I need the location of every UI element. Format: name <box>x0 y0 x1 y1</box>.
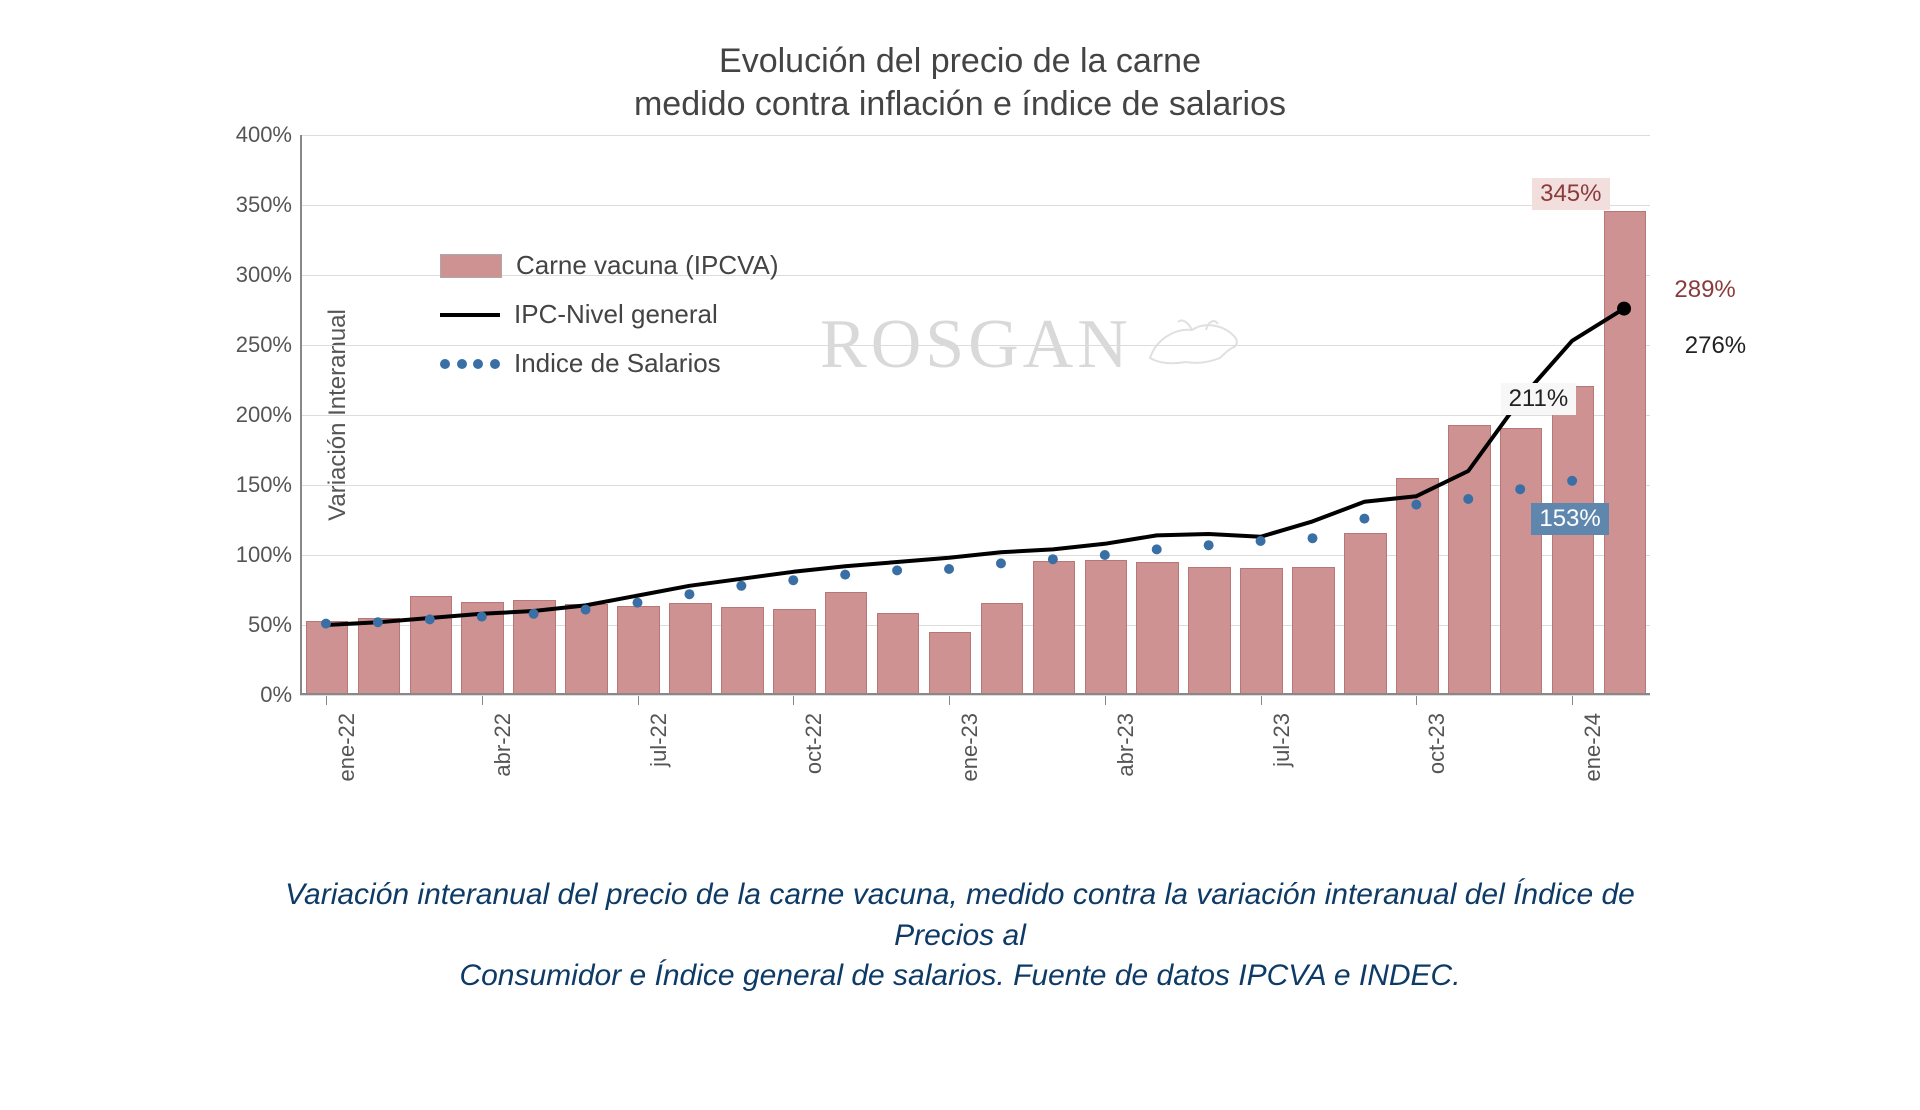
data-label: 289% <box>1666 274 1743 306</box>
x-tick-mark <box>793 695 794 705</box>
legend-label: IPC-Nivel general <box>514 299 718 330</box>
data-label: 153% <box>1531 503 1608 535</box>
legend-label: Indice de Salarios <box>514 348 721 379</box>
chart-title: Evolución del precio de la carne medido … <box>200 40 1720 125</box>
gridline <box>300 695 1650 696</box>
chart-title-line2: medido contra inflación e índice de sala… <box>634 85 1286 123</box>
y-tick-label: 250% <box>236 332 292 358</box>
x-tick-label: jul-22 <box>646 713 672 767</box>
x-tick-label: ene-24 <box>1580 713 1606 782</box>
y-tick-label: 350% <box>236 192 292 218</box>
x-tick-label: abr-23 <box>1113 713 1139 777</box>
x-tick-mark <box>326 695 327 705</box>
legend-swatch-bar <box>440 254 502 278</box>
y-tick-label: 200% <box>236 402 292 428</box>
x-tick-label: oct-22 <box>801 713 827 774</box>
y-tick-label: 50% <box>248 612 292 638</box>
x-tick-label: oct-23 <box>1424 713 1450 774</box>
data-labels-layer: 345%289%211%276%153% <box>300 135 1650 695</box>
x-tick-mark <box>1261 695 1262 705</box>
legend-label: Carne vacuna (IPCVA) <box>516 250 779 281</box>
chart-container: Evolución del precio de la carne medido … <box>200 40 1720 997</box>
y-tick-label: 300% <box>236 262 292 288</box>
y-tick-label: 400% <box>236 122 292 148</box>
data-label: 276% <box>1677 330 1754 362</box>
data-label: 345% <box>1532 178 1609 210</box>
chart-title-line1: Evolución del precio de la carne <box>719 42 1201 80</box>
plot-area: Variación Interanual ROSGAN 0%50%100%150… <box>300 135 1650 695</box>
legend: Carne vacuna (IPCVA) IPC-Nivel general Ind… <box>440 250 779 397</box>
x-tick-mark <box>1416 695 1417 705</box>
legend-item: IPC-Nivel general <box>440 299 779 330</box>
y-tick-label: 150% <box>236 472 292 498</box>
x-tick-label: ene-23 <box>957 713 983 782</box>
x-tick-mark <box>638 695 639 705</box>
x-tick-label: jul-23 <box>1269 713 1295 767</box>
caption-line2: Consumidor e Índice general de salarios.… <box>459 959 1460 992</box>
chart-caption: Variación interanual del precio de la ca… <box>200 875 1720 997</box>
legend-swatch-line <box>440 313 500 317</box>
x-tick-label: abr-22 <box>490 713 516 777</box>
x-tick-mark <box>1105 695 1106 705</box>
legend-item: Indice de Salarios <box>440 348 779 379</box>
caption-line1: Variación interanual del precio de la ca… <box>285 878 1635 952</box>
x-tick-mark <box>482 695 483 705</box>
x-tick-label: ene-22 <box>334 713 360 782</box>
data-label: 211% <box>1501 383 1577 415</box>
x-tick-mark <box>1572 695 1573 705</box>
legend-swatch-dots <box>440 359 500 369</box>
y-tick-label: 0% <box>260 682 292 708</box>
x-tick-mark <box>949 695 950 705</box>
legend-item: Carne vacuna (IPCVA) <box>440 250 779 281</box>
y-tick-label: 100% <box>236 542 292 568</box>
